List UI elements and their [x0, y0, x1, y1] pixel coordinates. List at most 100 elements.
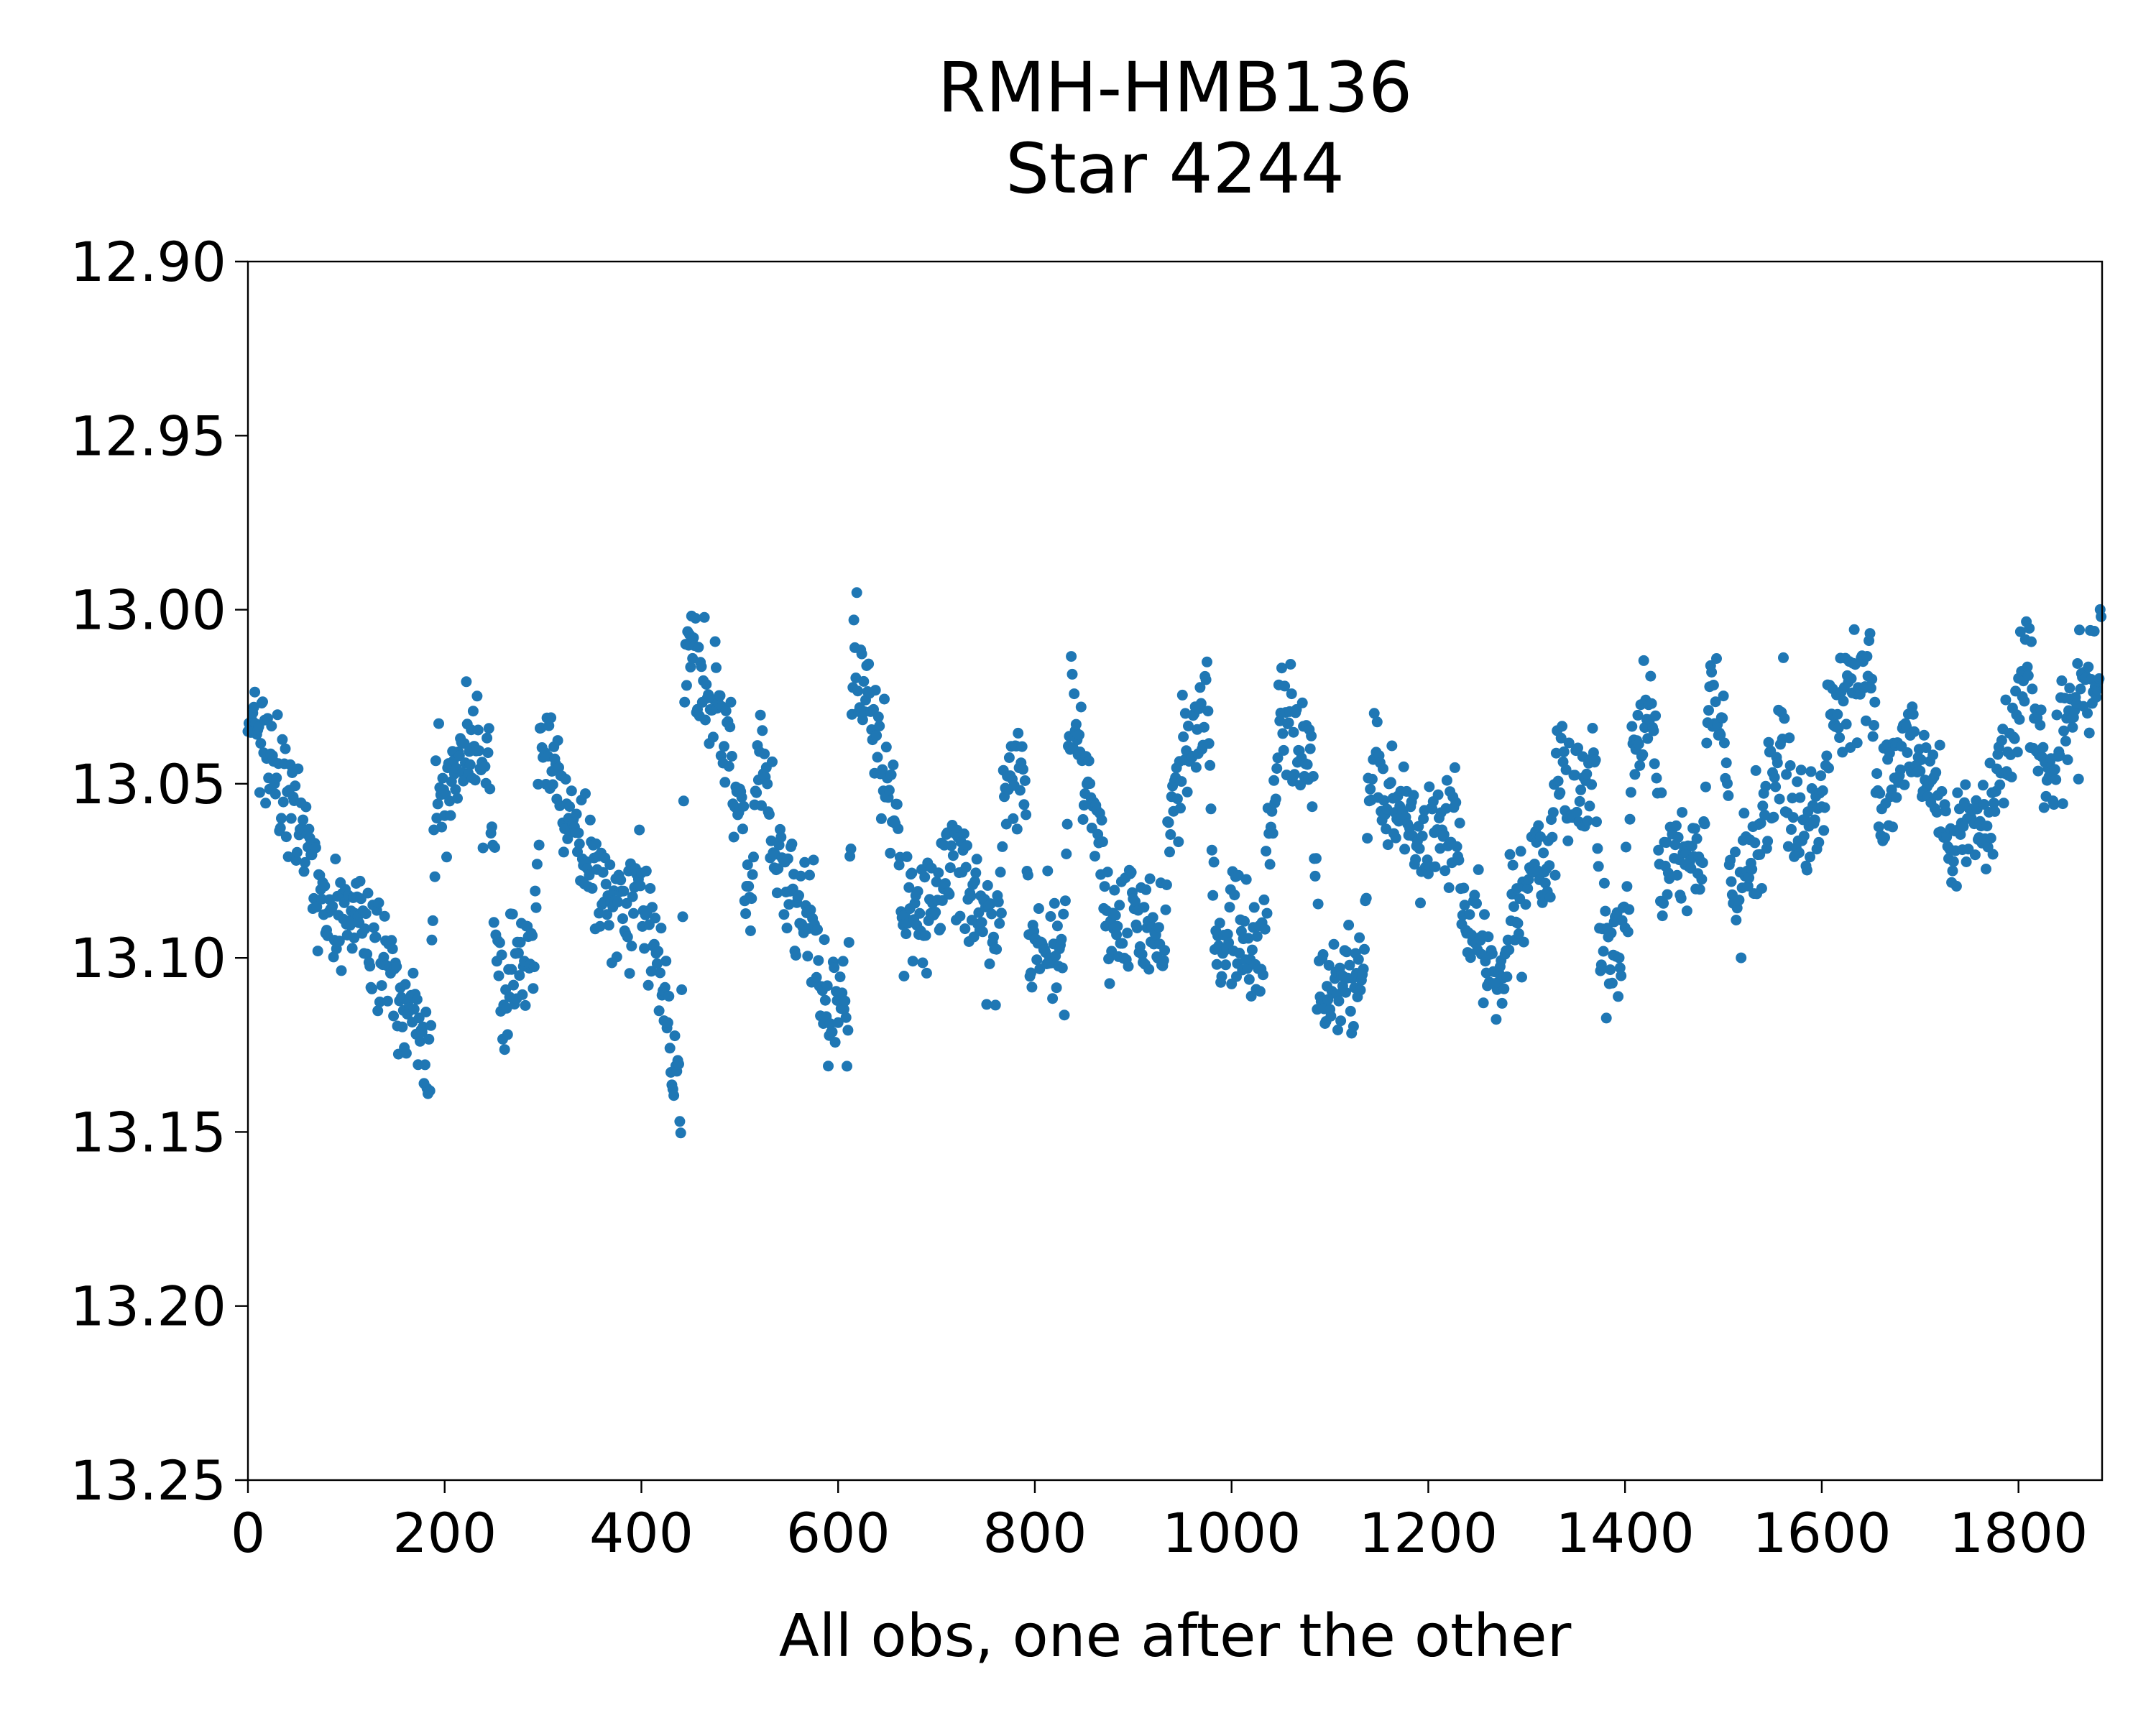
data-point: [1851, 737, 1863, 749]
data-point: [1110, 910, 1121, 921]
data-point: [1700, 781, 1711, 793]
data-point: [486, 821, 497, 833]
data-point: [1061, 849, 1072, 859]
data-point: [1176, 776, 1187, 787]
data-point: [877, 764, 888, 775]
data-point: [1341, 946, 1353, 958]
data-point: [397, 1021, 408, 1032]
data-point: [474, 745, 485, 757]
data-point: [1307, 771, 1319, 782]
data-point: [1871, 768, 1883, 780]
data-point: [1675, 892, 1687, 904]
data-point: [1508, 901, 1519, 912]
data-point: [469, 775, 481, 786]
data-point: [2022, 661, 2033, 673]
data-point: [944, 889, 955, 900]
data-point: [2049, 764, 2060, 775]
data-point: [839, 995, 851, 1007]
data-point: [1742, 880, 1754, 892]
data-point: [1271, 763, 1283, 774]
data-point: [1547, 807, 1559, 818]
data-point: [1378, 763, 1388, 775]
data-point: [832, 1017, 844, 1028]
data-point: [2037, 741, 2049, 753]
data-point: [1026, 981, 1038, 993]
data-point: [452, 793, 463, 804]
data-point: [1981, 821, 1993, 832]
data-point: [842, 1025, 854, 1036]
data-point: [408, 1004, 420, 1015]
data-point: [1381, 823, 1392, 835]
data-point: [1575, 784, 1587, 795]
data-point: [1415, 897, 1426, 909]
data-point: [743, 881, 755, 892]
data-point: [1563, 737, 1575, 749]
data-point: [1763, 736, 1774, 748]
data-point: [969, 876, 980, 887]
data-point: [1998, 798, 2009, 809]
data-point: [1399, 844, 1411, 855]
data-point: [1819, 802, 1830, 813]
data-point: [1697, 857, 1708, 869]
data-point: [863, 658, 875, 670]
data-point: [374, 997, 385, 1007]
data-point: [1371, 716, 1383, 728]
data-point: [668, 1090, 680, 1101]
data-point: [1473, 864, 1484, 875]
data-point: [711, 662, 722, 673]
data-point: [300, 801, 312, 813]
data-point: [1733, 895, 1745, 906]
data-point: [1784, 760, 1796, 771]
data-point: [842, 1061, 852, 1072]
data-point: [1042, 865, 1054, 877]
data-point: [530, 885, 541, 897]
data-point: [1650, 710, 1662, 721]
data-point: [1710, 696, 1721, 708]
data-point: [707, 731, 719, 743]
data-point: [1390, 832, 1401, 844]
data-point: [479, 761, 491, 772]
data-point: [1312, 898, 1324, 910]
data-point: [1662, 889, 1673, 900]
x-tick-label: 200: [392, 1501, 497, 1565]
data-point: [747, 869, 758, 880]
data-point: [594, 920, 606, 932]
data-point: [804, 869, 815, 881]
data-point: [1722, 777, 1733, 789]
data-point: [1368, 708, 1380, 719]
data-point: [1988, 798, 1999, 809]
data-point: [1651, 772, 1662, 784]
data-point: [984, 958, 995, 969]
data-point: [655, 923, 667, 934]
data-point: [1516, 971, 1527, 983]
data-point: [533, 778, 544, 790]
data-point: [919, 872, 931, 883]
data-point: [2032, 765, 2044, 777]
data-point: [1229, 890, 1240, 901]
data-point: [1222, 928, 1233, 940]
data-point: [512, 947, 524, 958]
data-point: [872, 752, 883, 763]
data-point: [1295, 780, 1306, 791]
data-point: [1592, 843, 1603, 854]
data-point: [285, 813, 297, 824]
data-point: [1560, 764, 1572, 775]
data-point: [1513, 928, 1524, 939]
data-point: [308, 892, 320, 904]
data-point: [1657, 910, 1668, 922]
data-point: [1483, 931, 1494, 943]
data-point: [506, 964, 517, 975]
data-point: [1755, 818, 1766, 829]
data-point: [1701, 737, 1713, 749]
data-point: [1629, 769, 1641, 780]
data-point: [1784, 732, 1795, 744]
data-point: [1874, 787, 1886, 799]
data-point: [1649, 758, 1660, 770]
data-point: [653, 946, 664, 957]
data-point: [1537, 897, 1548, 908]
data-point: [368, 922, 379, 933]
data-point: [771, 887, 783, 899]
data-point: [1049, 897, 1060, 909]
data-point: [386, 935, 397, 946]
data-point: [1089, 851, 1100, 862]
